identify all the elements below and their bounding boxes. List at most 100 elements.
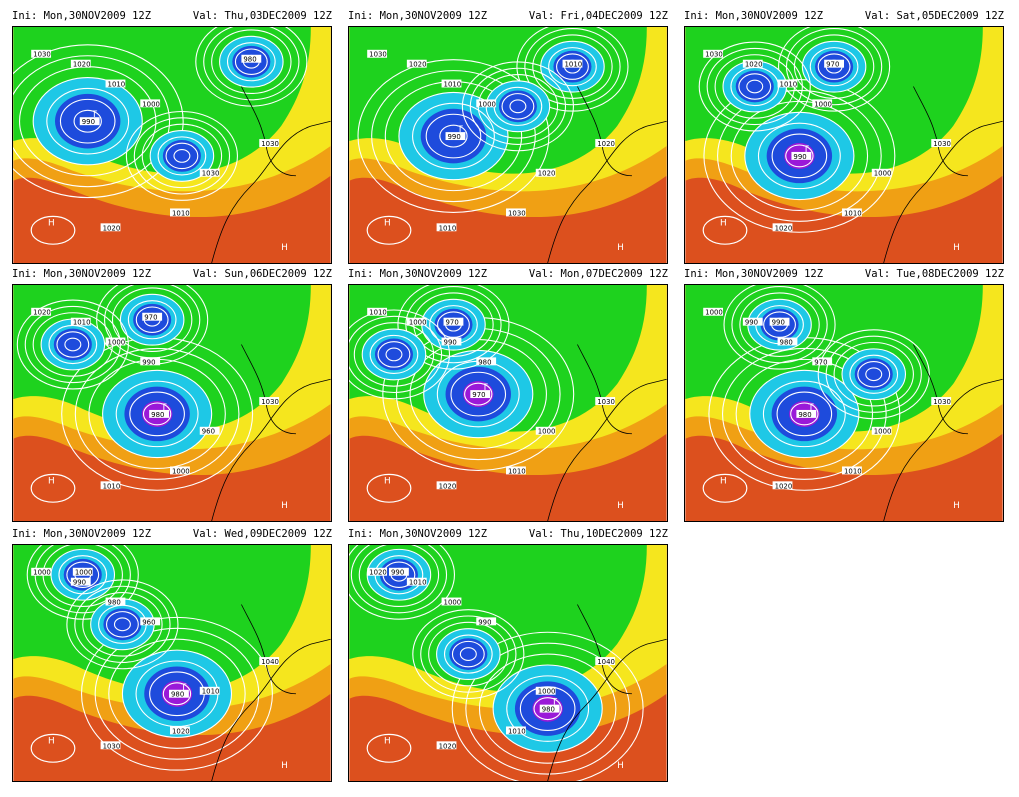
low-blue-zone	[449, 638, 488, 670]
isobar	[349, 315, 443, 394]
isobar	[111, 287, 193, 352]
isobar-label-bg	[931, 397, 952, 405]
isobar	[450, 371, 507, 417]
isobar-label-bg	[742, 317, 763, 326]
isobar	[149, 129, 215, 182]
high-pressure-marker: H	[953, 501, 960, 511]
isobar-label-bg	[595, 657, 616, 665]
isobar-label-bg	[769, 317, 790, 326]
isobar-label: 990	[391, 569, 404, 577]
isobar-label: 980	[542, 706, 555, 714]
high-pressure-marker: H	[48, 476, 55, 486]
low-blue-zone	[162, 140, 201, 172]
coastline	[211, 120, 331, 263]
isobar-label: 1030	[103, 742, 121, 750]
isobar	[849, 354, 899, 394]
isobar-label-bg	[142, 312, 163, 321]
isobar	[506, 675, 590, 742]
isobar	[66, 579, 179, 670]
valid-time: Val: Fri,04DEC2009 12Z	[528, 10, 668, 22]
low-pressure-marker: T	[456, 125, 463, 135]
isobar	[533, 697, 562, 721]
pressure-map: H H T 1030 1020 1010 1000 990 1010 1020 1030 1010 10…	[348, 26, 668, 264]
init-time: Ini: Mon,30NOV2009 12Z	[12, 268, 152, 280]
isobar-label: 990	[73, 579, 86, 587]
isobar-label: 1010	[369, 309, 387, 317]
panel-header: Ini: Mon,30NOV2009 12Z Val: Mon,07DEC200…	[348, 268, 668, 284]
isobar-label-bg	[742, 59, 763, 68]
isobar	[405, 286, 502, 364]
isobar-label-bg	[812, 357, 833, 366]
init-time: Ini: Mon,30NOV2009 12Z	[684, 268, 824, 280]
isobar	[420, 615, 517, 693]
isobar	[226, 42, 276, 82]
isobar	[428, 621, 509, 687]
panel-header: Ini: Mon,30NOV2009 12Z Val: Sat,05DEC200…	[684, 10, 1004, 26]
isobar	[717, 89, 882, 222]
isobar-label-bg	[100, 741, 121, 750]
isobar	[94, 627, 260, 760]
isobar-label: 1030	[261, 140, 279, 148]
isobar	[129, 391, 185, 437]
isobar-label-bg	[31, 567, 52, 576]
isobar-label: 1020	[439, 482, 457, 490]
isobar	[366, 215, 412, 245]
isobar	[56, 331, 90, 358]
low-pressure-marker: T	[91, 110, 98, 120]
low-pressure-marker: T	[551, 698, 558, 708]
isobar	[113, 617, 131, 632]
valid-time: Val: Sun,06DEC2009 12Z	[192, 268, 332, 280]
isobar-label-bg	[777, 79, 798, 88]
high-pressure-marker: H	[281, 761, 288, 771]
isobar-label-bg	[777, 337, 798, 346]
isobar-label: 990	[745, 319, 758, 327]
isobar-label-bg	[506, 208, 526, 217]
init-time: Ini: Mon,30NOV2009 12Z	[12, 10, 152, 22]
isobar	[234, 48, 268, 75]
valid-time: Val: Thu,03DEC2009 12Z	[192, 10, 332, 22]
isobar-label: 1020	[103, 224, 121, 232]
isobar	[219, 35, 284, 88]
pressure-map: H H T 1020 1010 1000 990 980 970 960 1000 1010 1030	[12, 284, 332, 522]
isobar-label-bg	[562, 59, 583, 68]
isobar-label-bg	[259, 397, 280, 405]
isobar-label-bg	[772, 223, 793, 232]
valid-time: Val: Mon,07DEC2009 12Z	[528, 268, 668, 280]
isobar	[817, 53, 851, 80]
panel-header: Ini: Mon,30NOV2009 12Z Val: Thu,10DEC200…	[348, 528, 668, 544]
isobar-label-bg	[812, 99, 833, 108]
panel-header: Ini: Mon,30NOV2009 12Z Val: Sun,06DEC200…	[12, 268, 332, 284]
isobar	[357, 59, 550, 213]
isobar	[353, 322, 435, 387]
isobar-label: 980	[171, 691, 184, 699]
coastline	[547, 638, 667, 781]
isobar	[412, 609, 525, 700]
isobar	[556, 53, 589, 80]
map-panel-2: Ini: Mon,30NOV2009 12Z Val: Fri,04DEC200…	[348, 10, 668, 266]
high-pressure-marker: H	[384, 736, 391, 746]
isobar-label: 1030	[508, 209, 526, 217]
isobar	[451, 640, 485, 668]
isobar	[74, 585, 171, 663]
isobar-label-bg	[445, 132, 466, 141]
isobar-label-bg	[70, 317, 91, 326]
coastline	[883, 378, 1003, 521]
high-pressure-marker: H	[48, 736, 55, 746]
high-pressure-marker: H	[281, 243, 288, 253]
map-panel-5: Ini: Mon,30NOV2009 12Z Val: Mon,07DEC200…	[348, 268, 668, 524]
isobar-label: 1020	[745, 61, 763, 69]
isobar	[16, 299, 129, 390]
low-pressure-marker: T	[481, 383, 488, 393]
isobar-label-bg	[535, 426, 556, 435]
isobar-label-bg	[241, 54, 262, 63]
low-pressure-marker: T	[180, 683, 187, 693]
isobar-label-bg	[169, 689, 189, 698]
isobar	[66, 561, 100, 588]
valid-time: Val: Sat,05DEC2009 12Z	[864, 10, 1004, 22]
valid-time: Val: Tue,08DEC2009 12Z	[864, 268, 1004, 280]
isobar-label-bg	[470, 390, 491, 399]
isobar-label-bg	[70, 59, 91, 68]
coastline	[883, 120, 1003, 263]
pressure-map: H H T 1010 1000 990 980 970 970 1000 1010 1020 1030	[348, 284, 668, 522]
isobar	[30, 473, 76, 503]
